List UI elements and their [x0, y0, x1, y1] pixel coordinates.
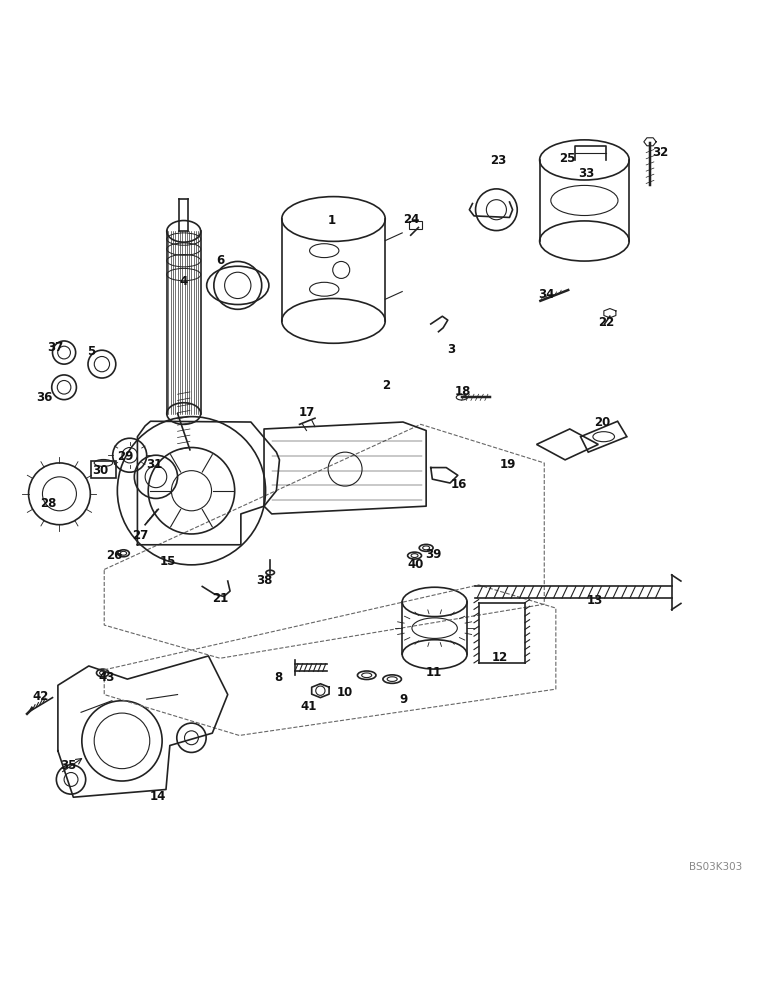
Text: 27: 27	[132, 529, 149, 542]
Text: 25: 25	[559, 152, 576, 165]
Text: 20: 20	[594, 416, 611, 429]
Text: 40: 40	[407, 558, 424, 571]
Text: 30: 30	[92, 464, 109, 477]
Text: 8: 8	[274, 671, 282, 684]
Text: 3: 3	[448, 343, 455, 356]
Text: 34: 34	[538, 288, 555, 301]
Text: 24: 24	[403, 213, 420, 226]
Text: BS03K303: BS03K303	[689, 862, 743, 872]
Text: 33: 33	[578, 167, 595, 180]
Text: 11: 11	[425, 666, 442, 679]
Text: 42: 42	[32, 690, 49, 703]
Bar	[409, 221, 422, 229]
Text: 21: 21	[212, 592, 229, 605]
Text: 22: 22	[598, 316, 615, 329]
Text: 32: 32	[652, 146, 669, 159]
Text: 18: 18	[455, 385, 472, 398]
Text: 2: 2	[382, 379, 390, 392]
Text: 5: 5	[87, 345, 95, 358]
Text: 26: 26	[106, 549, 123, 562]
Text: 38: 38	[256, 574, 273, 587]
Text: 9: 9	[400, 693, 408, 706]
Text: 13: 13	[586, 594, 603, 607]
Text: 36: 36	[36, 391, 53, 404]
Text: 35: 35	[59, 759, 76, 772]
Text: 31: 31	[146, 458, 163, 471]
Text: 29: 29	[117, 450, 134, 463]
Text: 37: 37	[47, 341, 64, 354]
Text: 43: 43	[98, 671, 115, 684]
Text: 1: 1	[328, 214, 336, 227]
Text: 6: 6	[216, 254, 224, 267]
Text: 16: 16	[451, 478, 468, 491]
Text: 28: 28	[39, 497, 56, 510]
Text: 10: 10	[337, 686, 354, 699]
Text: 23: 23	[489, 154, 506, 167]
Text: 4: 4	[180, 275, 188, 288]
Text: 19: 19	[499, 458, 516, 471]
Text: 12: 12	[492, 651, 509, 664]
Text: 15: 15	[160, 555, 177, 568]
Text: 17: 17	[299, 406, 316, 419]
Bar	[91, 461, 116, 478]
Text: 39: 39	[425, 548, 442, 561]
Text: 14: 14	[150, 790, 167, 803]
Text: 41: 41	[300, 700, 317, 713]
